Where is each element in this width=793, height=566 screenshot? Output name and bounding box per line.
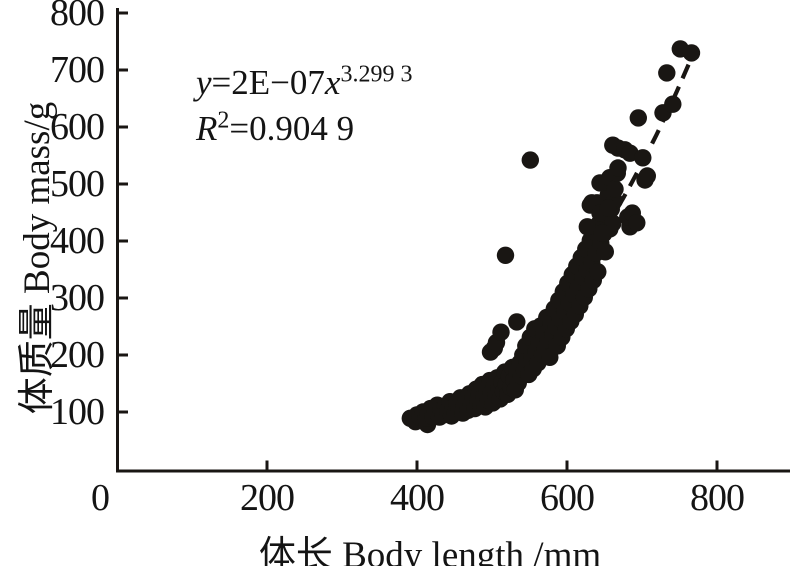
equation-exponent: 3.299 3 — [340, 61, 413, 88]
data-point — [508, 313, 526, 331]
r2-value: 0.904 9 — [249, 109, 355, 148]
r2-equals: = — [229, 109, 250, 148]
x-tick-label: 0 — [91, 477, 110, 519]
equation-y: y — [196, 63, 212, 102]
data-point — [628, 214, 646, 232]
data-point — [606, 180, 624, 198]
r-symbol: R — [196, 109, 218, 148]
data-point — [492, 323, 510, 341]
y-tick-label: 700 — [50, 49, 105, 91]
x-tick-label: 600 — [540, 477, 595, 519]
data-point — [599, 199, 617, 217]
y-tick-label: 800 — [50, 0, 105, 34]
data-point — [658, 64, 676, 82]
y-axis-title: 体质量 Body mass/g — [17, 101, 58, 415]
x-tick-label: 200 — [240, 477, 295, 519]
x-tick-label: 800 — [690, 477, 745, 519]
y-tick-label: 400 — [50, 220, 105, 262]
equation-x: x — [324, 63, 341, 102]
regression-annotation: y=2E−07x3.299 3 R2=0.904 9 — [196, 60, 412, 152]
data-point — [496, 246, 515, 264]
data-point — [638, 167, 656, 185]
y-tick-label: 600 — [50, 106, 105, 148]
y-tick-label: 300 — [50, 277, 105, 319]
data-point — [664, 95, 682, 113]
data-point — [629, 109, 647, 127]
regression-r-squared: R2=0.904 9 — [196, 106, 412, 152]
y-tick-label: 500 — [50, 163, 105, 205]
data-point — [578, 218, 596, 236]
regression-equation: y=2E−07x3.299 3 — [196, 60, 412, 106]
y-tick-label: 200 — [50, 334, 105, 376]
equation-coefficient: 2E−07 — [231, 63, 325, 102]
data-point — [634, 149, 652, 167]
x-axis-title: 体长 Body length /mm — [258, 535, 602, 566]
x-tick-label: 400 — [390, 477, 445, 519]
y-tick-label: 100 — [50, 391, 105, 433]
data-point — [682, 44, 701, 62]
data-point — [521, 151, 539, 169]
equation-equals: = — [211, 63, 232, 102]
data-point — [596, 243, 614, 261]
data-point — [609, 159, 627, 177]
data-point — [593, 224, 611, 242]
r-superscript: 2 — [217, 107, 230, 134]
data-point — [589, 263, 607, 281]
